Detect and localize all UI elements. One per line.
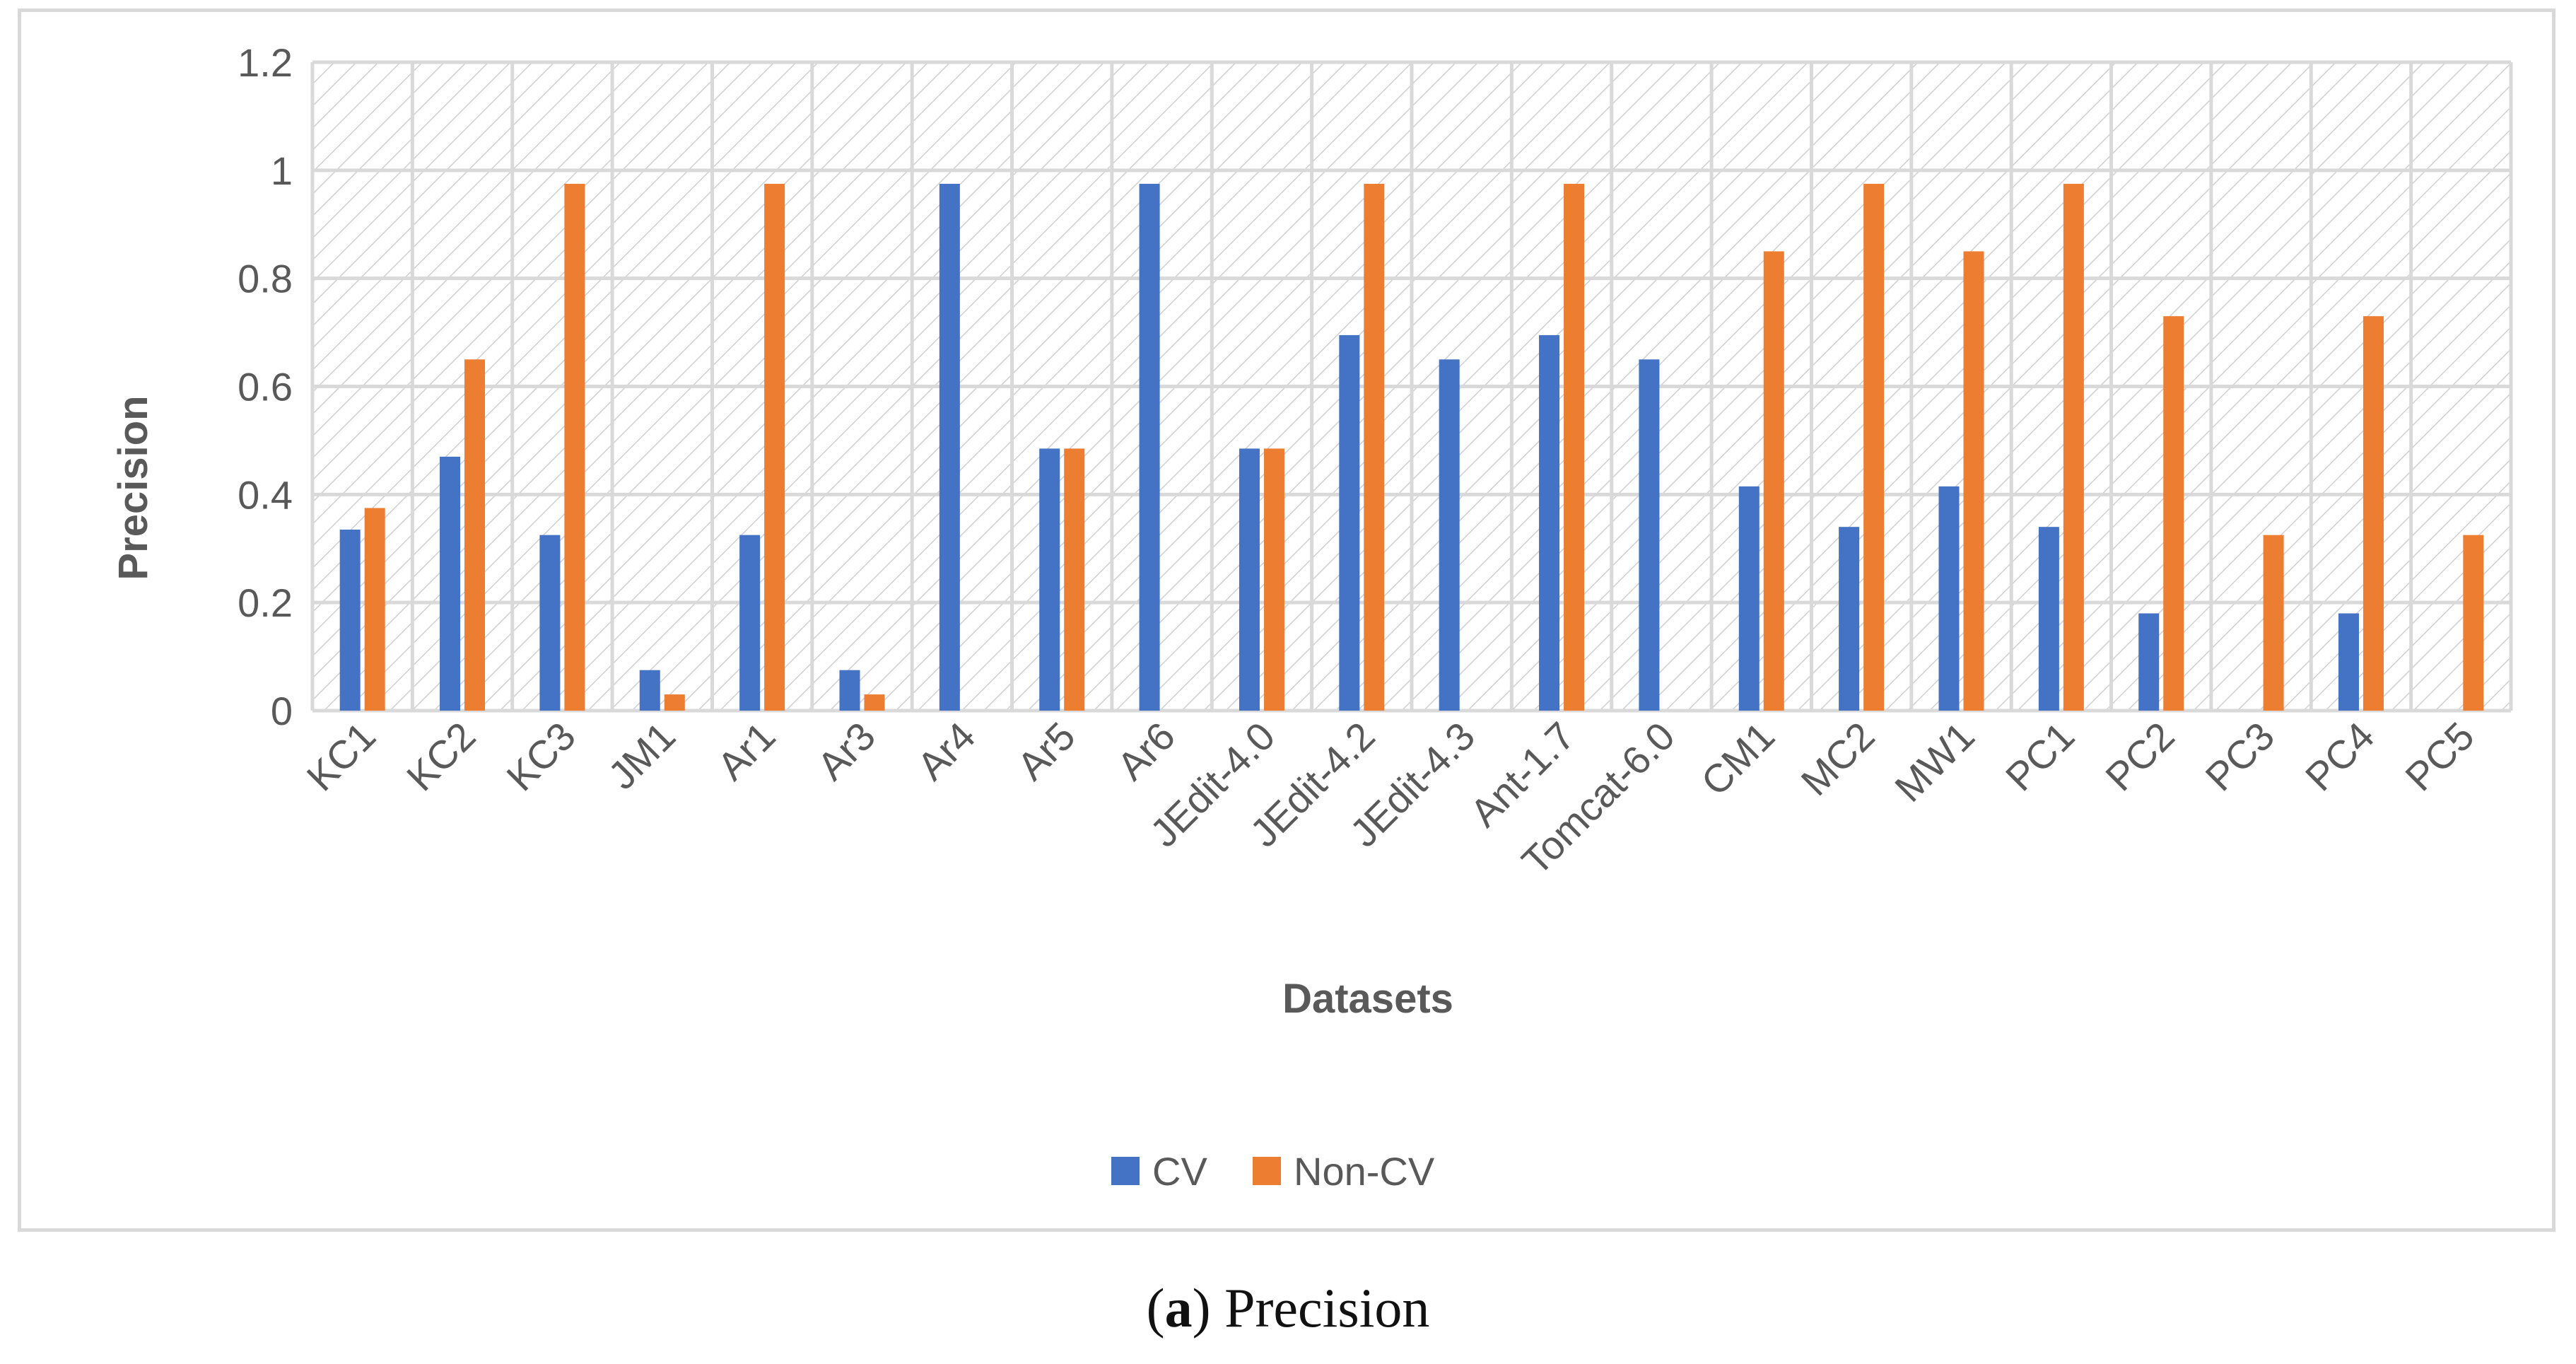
x-axis-title: Datasets [1282, 976, 1453, 1022]
x-tick-label: PC3 [2196, 713, 2283, 800]
x-tick-label: PC4 [2297, 713, 2383, 800]
bar-non-cv-mc2 [1863, 183, 1885, 711]
caption-letter: a [1164, 1277, 1193, 1339]
bar-cv-ar6 [1139, 183, 1160, 711]
y-axis-title: Precision [110, 395, 156, 580]
x-tick-label: MW1 [1886, 713, 1983, 810]
bar-non-cv-kc3 [564, 183, 585, 711]
bar-non-cv-mw1 [1963, 251, 1984, 711]
caption-close: ) [1192, 1277, 1211, 1339]
bar-cv-ar1 [739, 535, 761, 711]
bar-cv-pc4 [2338, 613, 2359, 711]
bar-non-cv-ant-1-7 [1564, 183, 1585, 711]
precision-bar-chart: 0 0.2 0.4 0.6 0.8 1 1.2 KC1 KC2 KC3 JM1 Ar1 Ar3 Ar4 Ar… [110, 40, 2513, 1194]
bar-non-cv-pc2 [2163, 316, 2184, 711]
bar-cv-kc1 [339, 530, 361, 711]
caption-open: ( [1146, 1277, 1165, 1339]
x-tick-label: PC1 [1997, 713, 2083, 800]
y-tick-label: 1.2 [238, 40, 293, 85]
caption-text: Precision [1224, 1277, 1430, 1339]
x-tick-label: Ar6 [1108, 713, 1183, 788]
y-tick-label: 1 [271, 148, 293, 193]
y-tick-label: 0 [271, 689, 293, 733]
y-tick-label: 0.6 [238, 365, 293, 409]
bar-non-cv-pc4 [2363, 316, 2384, 711]
bar-cv-jedit-4-2 [1339, 334, 1360, 711]
bar-cv-ar3 [839, 670, 860, 711]
y-tick-label: 0.2 [238, 581, 293, 625]
legend-label-non-cv: Non-CV [1294, 1149, 1435, 1194]
x-tick-label: Ar5 [1009, 713, 1084, 788]
bar-non-cv-ar5 [1064, 448, 1085, 711]
bar-non-cv-pc1 [2063, 183, 2084, 711]
bar-non-cv-ar1 [764, 183, 785, 711]
x-tick-label: Ar4 [908, 713, 983, 788]
y-tick-label: 0.8 [238, 257, 293, 301]
bar-cv-jm1 [639, 670, 660, 711]
bar-cv-mc2 [1839, 527, 1860, 711]
x-tick-label: Ar1 [708, 713, 783, 788]
bar-non-cv-pc3 [2263, 535, 2284, 711]
bar-non-cv-kc2 [464, 359, 486, 711]
x-tick-label: JM1 [599, 713, 684, 798]
bar-non-cv-ar3 [864, 694, 885, 711]
bar-cv-kc3 [539, 535, 561, 711]
y-tick-label: 0.4 [238, 472, 293, 517]
bar-cv-kc2 [440, 456, 461, 711]
bar-non-cv-jm1 [664, 694, 685, 711]
bar-non-cv-jedit-4-2 [1364, 183, 1385, 711]
x-tick-label: MC2 [1792, 713, 1883, 804]
bar-non-cv-cm1 [1763, 251, 1784, 711]
legend-label-cv: CV [1152, 1149, 1207, 1194]
bar-cv-ar4 [939, 183, 960, 711]
bar-cv-cm1 [1738, 486, 1760, 711]
x-tick-label: KC2 [398, 713, 484, 800]
figure-caption: (a) Precision [0, 1276, 2576, 1340]
x-tick-label: PC2 [2097, 713, 2183, 800]
x-tick-label: KC3 [498, 713, 584, 800]
bars [339, 183, 2484, 711]
plot-area [310, 60, 2513, 713]
bar-cv-jedit-4-0 [1239, 448, 1260, 711]
bar-cv-pc1 [2038, 527, 2059, 711]
bar-non-cv-jedit-4-0 [1263, 448, 1284, 711]
x-tick-label: Ar3 [809, 713, 884, 788]
legend-swatch-non-cv [1253, 1157, 1281, 1185]
legend-swatch-cv [1111, 1157, 1140, 1185]
legend: CV Non-CV [1111, 1149, 1435, 1194]
x-tick-label: CM1 [1692, 713, 1783, 804]
bar-cv-ar5 [1039, 448, 1060, 711]
bar-cv-ant-1-7 [1539, 334, 1560, 711]
bar-cv-jedit-4-3 [1439, 359, 1460, 711]
x-tick-label: KC1 [298, 713, 385, 800]
bar-cv-pc2 [2138, 613, 2160, 711]
bar-non-cv-pc5 [2463, 535, 2484, 711]
x-tick-label: PC5 [2396, 713, 2483, 800]
bar-cv-tomcat-6-0 [1639, 359, 1660, 711]
bar-cv-mw1 [1938, 486, 1960, 711]
bar-non-cv-kc1 [364, 508, 385, 711]
